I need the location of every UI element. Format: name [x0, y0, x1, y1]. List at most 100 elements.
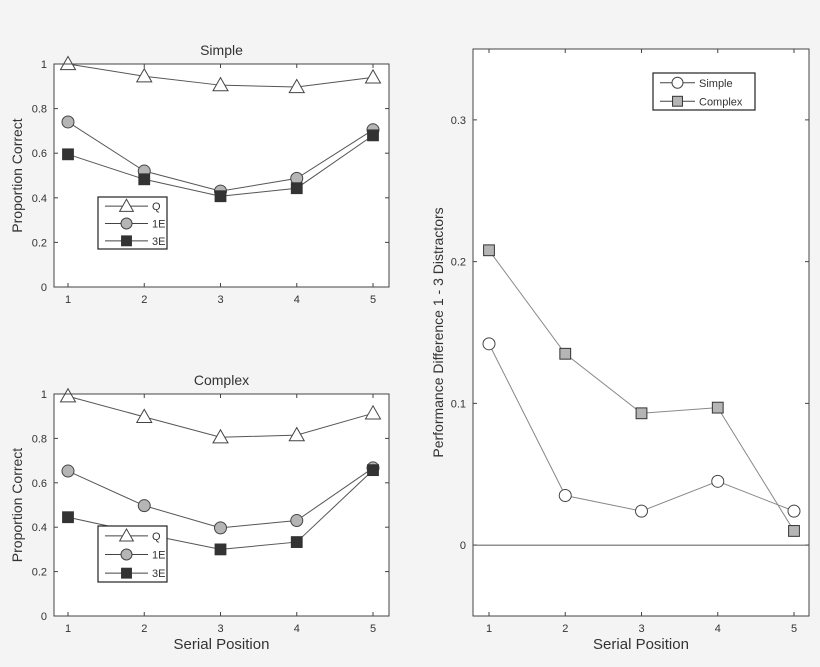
data-point — [59, 55, 77, 71]
x-axis-label: Serial Position — [174, 636, 270, 653]
legend-item-q: Q — [105, 198, 161, 213]
x-tick-label: 1 — [486, 623, 492, 635]
data-point — [62, 511, 74, 524]
y-tick-label: 0.2 — [32, 237, 47, 249]
x-tick-label: 2 — [141, 623, 147, 635]
data-point — [787, 504, 801, 518]
y-tick-label: 0.1 — [451, 398, 466, 410]
legend-item-3e: 3E — [105, 235, 165, 248]
x-tick-label: 5 — [791, 623, 797, 635]
y-tick-label: 1 — [41, 389, 47, 401]
legend-label: 3E — [152, 568, 165, 580]
plot-area — [473, 49, 809, 616]
y-tick-label: 0 — [41, 282, 47, 294]
series-complex — [483, 244, 800, 537]
series-simple — [482, 337, 801, 518]
legend-label: Complex — [699, 96, 743, 108]
legend-label: 1E — [152, 219, 165, 231]
y-tick-label: 0.3 — [451, 115, 466, 127]
x-tick-label: 4 — [715, 623, 721, 635]
data-point — [482, 337, 496, 351]
data-point — [214, 190, 227, 203]
x-tick-label: 4 — [294, 294, 300, 306]
y-tick-label: 0.4 — [32, 193, 47, 205]
x-tick-label: 3 — [217, 294, 223, 306]
legend-marker-icon — [672, 95, 683, 107]
data-point — [135, 67, 153, 83]
x-tick-label: 2 — [562, 623, 568, 635]
y-tick-label: 0.2 — [451, 257, 466, 269]
data-point — [558, 489, 572, 503]
legend-marker-icon — [121, 567, 132, 579]
legend-marker-icon — [118, 527, 135, 542]
plot-area — [54, 394, 389, 616]
x-tick-label: 3 — [217, 623, 223, 635]
legend-label: Q — [152, 201, 161, 213]
data-point — [61, 115, 75, 129]
y-tick-label: 1 — [41, 59, 47, 71]
data-point — [212, 428, 229, 444]
data-point — [135, 408, 153, 423]
legend-item-1e: 1E — [105, 548, 165, 562]
legend: Q 1E 3E — [97, 196, 168, 250]
y-axis-label: Proportion Correct — [9, 448, 25, 562]
x-tick-label: 3 — [638, 623, 644, 635]
data-point — [288, 78, 306, 94]
series-q — [59, 387, 382, 444]
data-point — [367, 129, 379, 142]
data-point — [635, 504, 648, 518]
x-tick-label: 5 — [370, 294, 376, 306]
data-point — [290, 182, 303, 195]
data-point — [364, 404, 382, 420]
y-tick-label: 0.8 — [32, 104, 47, 116]
chart-title: Complex — [194, 372, 249, 388]
legend-label: Simple — [699, 78, 733, 90]
legend-label: Q — [152, 531, 161, 543]
series-3e — [62, 129, 379, 203]
chart-title: Simple — [200, 42, 243, 58]
legend-item-simple: Simple — [660, 76, 733, 90]
x-tick-label: 5 — [370, 623, 376, 635]
y-tick-label: 0 — [41, 611, 47, 623]
data-point — [559, 347, 572, 360]
data-point — [711, 474, 725, 488]
y-axis-label: Proportion Correct — [9, 118, 25, 232]
chart-panel-2: 0 0.2 0.4 0.6 0.8 1 1 2 3 4 5 Q 1E 3E Complex Serial Po… — [9, 372, 390, 653]
data-point — [137, 499, 151, 513]
data-point — [138, 173, 151, 186]
y-tick-label: 0.4 — [32, 522, 47, 534]
chart-panel-1: 0 0.2 0.4 0.6 0.8 1 1 2 3 4 5 Q 1E 3E Simple Proportion… — [9, 42, 390, 306]
y-tick-label: 0.2 — [32, 567, 47, 579]
x-axis-label: Serial Position — [593, 636, 689, 653]
y-tick-label: 0.6 — [32, 478, 47, 490]
data-point — [635, 407, 648, 420]
data-point — [214, 521, 227, 535]
y-tick-label: 0.6 — [32, 148, 47, 160]
x-tick-label: 4 — [294, 623, 300, 635]
data-point — [288, 426, 306, 442]
data-point — [290, 536, 303, 548]
legend-marker-icon — [118, 198, 135, 212]
data-point — [483, 244, 495, 257]
data-point — [788, 525, 800, 537]
data-point — [290, 514, 304, 528]
axes-frame — [53, 63, 390, 288]
legend-box — [652, 72, 756, 111]
chart-panel-3: 0 0.1 0.2 0.3 1 2 3 4 5 Simple Complex Serial Posit… — [430, 48, 810, 653]
legend-marker-icon — [120, 217, 133, 230]
data-point — [367, 464, 379, 477]
y-axis-label: Performance Difference 1 - 3 Distractors — [430, 207, 446, 457]
y-tick-label: 0 — [460, 540, 466, 552]
data-point — [61, 464, 75, 478]
legend: Simple Complex — [652, 72, 756, 111]
data-point — [364, 68, 382, 84]
legend-marker-icon — [121, 235, 132, 247]
legend-item-complex: Complex — [660, 95, 743, 108]
legend-item-1e: 1E — [105, 217, 165, 231]
legend-marker-icon — [671, 76, 684, 89]
x-tick-label: 1 — [65, 623, 71, 635]
legend-label: 1E — [152, 550, 165, 562]
data-point — [212, 76, 229, 92]
legend-label: 3E — [152, 236, 165, 248]
